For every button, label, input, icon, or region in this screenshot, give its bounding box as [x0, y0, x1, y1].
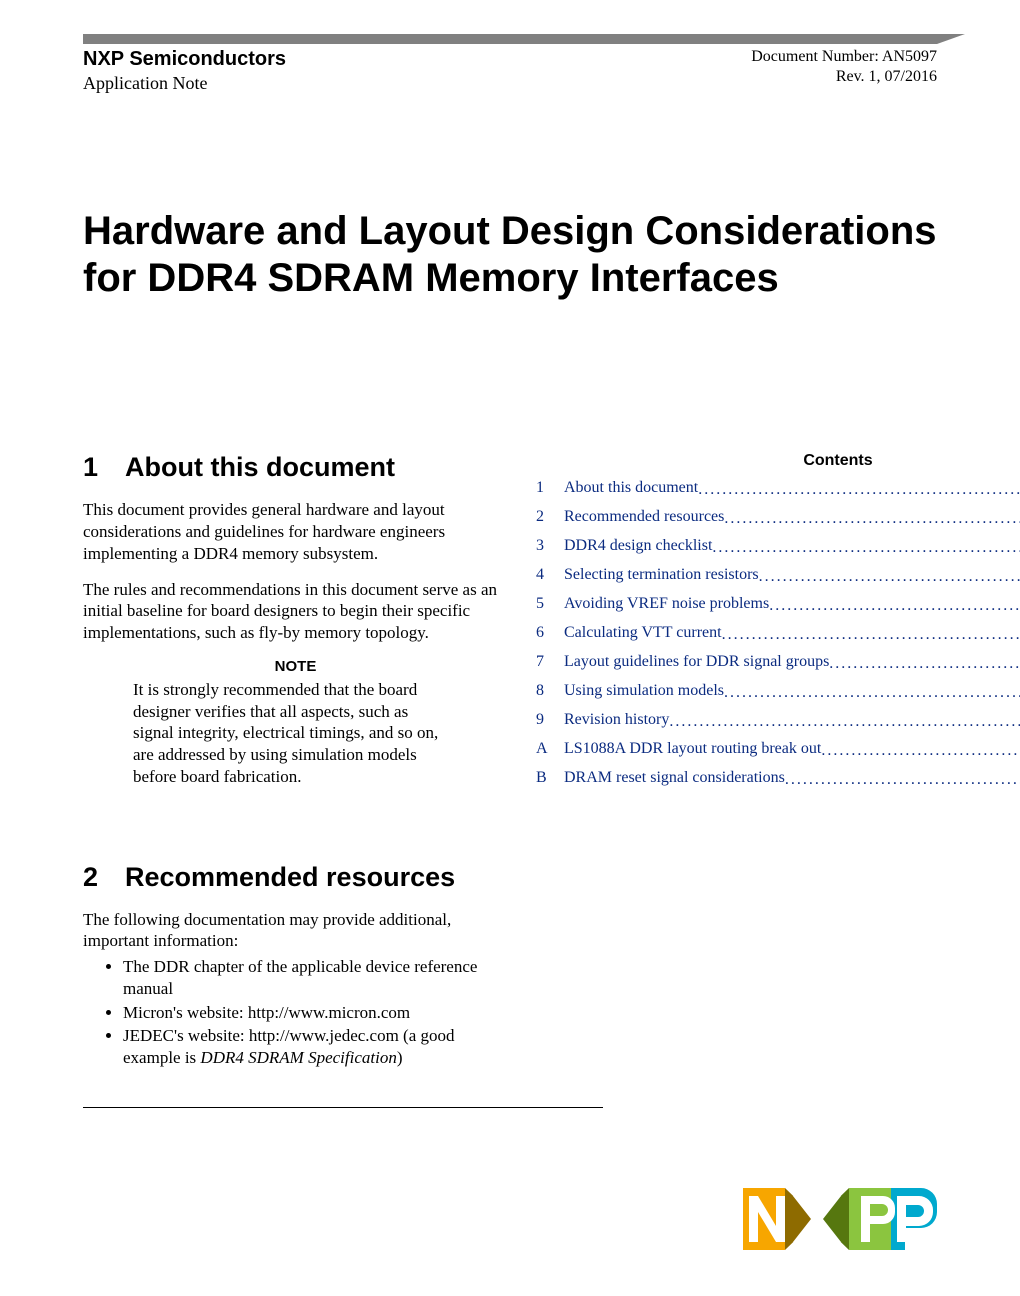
section-1-number: 1 — [83, 452, 125, 483]
section-2-bullet-list: The DDR chapter of the applicable device… — [123, 956, 508, 1069]
toc-dot-leader: ........................................… — [829, 656, 1020, 672]
section-2-title: Recommended resources — [125, 862, 455, 893]
toc-dot-leader: ........................................… — [769, 598, 1020, 614]
toc-entry[interactable]: 6Calculating VTT current................… — [536, 623, 1020, 643]
toc-entry-body: Layout guidelines for DDR signal groups.… — [564, 652, 1020, 672]
toc-entry[interactable]: 2Recommended resources..................… — [536, 507, 1020, 527]
toc-entry-label: LS1088A DDR layout routing break out — [564, 739, 821, 759]
toc-entry-body: DDR4 design checklist...................… — [564, 536, 1020, 556]
toc-entry[interactable]: 3DDR4 design checklist..................… — [536, 536, 1020, 556]
header-right: Document Number: AN5097 Rev. 1, 07/2016 — [751, 48, 937, 86]
header-row: NXP Semiconductors Application Note Docu… — [83, 48, 937, 94]
note-body: It is strongly recommended that the boar… — [133, 679, 453, 788]
toc-dot-leader: ........................................… — [724, 685, 1020, 701]
toc-entry-label: Revision history — [564, 710, 669, 730]
toc-dot-leader: ........................................… — [722, 627, 1020, 643]
toc-entry-body: Avoiding VREF noise problems............… — [564, 594, 1020, 614]
document-number: Document Number: AN5097 — [751, 48, 937, 66]
toc-entry-number: 2 — [536, 507, 564, 527]
toc-entry-number: 8 — [536, 681, 564, 701]
toc-entry[interactable]: 4Selecting termination resistors........… — [536, 565, 1020, 585]
right-column: Contents 1About this document...........… — [536, 452, 1020, 1108]
toc-entry-label: About this document — [564, 478, 698, 498]
toc-dot-leader: ........................................… — [724, 511, 1020, 527]
toc-entry[interactable]: BDRAM reset signal considerations.......… — [536, 768, 1020, 788]
footer-rule — [83, 1107, 603, 1108]
document-type: Application Note — [83, 73, 286, 94]
toc-entry[interactable]: 5Avoiding VREF noise problems...........… — [536, 594, 1020, 614]
toc-dot-leader: ........................................… — [785, 772, 1020, 788]
toc-entry-label: Recommended resources — [564, 507, 724, 527]
list-item-tail: ) — [397, 1048, 403, 1067]
list-item: JEDEC's website: http://www.jedec.com (a… — [123, 1025, 508, 1069]
toc-entry-body: LS1088A DDR layout routing break out....… — [564, 739, 1020, 759]
logo-letter-p-right — [897, 1196, 933, 1242]
toc-entry-label: Using simulation models — [564, 681, 724, 701]
body-columns: 1 About this document This document prov… — [83, 452, 937, 1108]
toc-dot-leader: ........................................… — [669, 714, 1020, 730]
toc-entry-number: 5 — [536, 594, 564, 614]
note-label: NOTE — [83, 658, 508, 675]
section-2: 2 Recommended resources The following do… — [83, 862, 508, 1069]
toc-entry-label: Layout guidelines for DDR signal groups — [564, 652, 829, 672]
list-item: Micron's website: http://www.micron.com — [123, 1002, 508, 1024]
list-item-italic: DDR4 SDRAM Specification — [200, 1048, 396, 1067]
toc-dot-leader: ........................................… — [759, 569, 1020, 585]
table-of-contents: 1About this document....................… — [536, 478, 1020, 788]
document-revision: Rev. 1, 07/2016 — [751, 68, 937, 86]
toc-dot-leader: ........................................… — [821, 743, 1020, 759]
left-column: 1 About this document This document prov… — [83, 452, 508, 1108]
toc-entry-body: About this document.....................… — [564, 478, 1020, 498]
section-1-para-2: The rules and recommendations in this do… — [83, 579, 508, 644]
section-2-number: 2 — [83, 862, 125, 893]
toc-entry[interactable]: 7Layout guidelines for DDR signal groups… — [536, 652, 1020, 672]
toc-entry-number: 1 — [536, 478, 564, 498]
toc-entry-label: Selecting termination resistors — [564, 565, 759, 585]
header-left: NXP Semiconductors Application Note — [83, 48, 286, 94]
toc-entry-body: Using simulation models.................… — [564, 681, 1020, 701]
toc-entry-label: DRAM reset signal considerations — [564, 768, 785, 788]
toc-entry-body: Selecting termination resistors.........… — [564, 565, 1020, 585]
toc-entry-label: Calculating VTT current — [564, 623, 722, 643]
company-name: NXP Semiconductors — [83, 48, 286, 71]
document-page: NXP Semiconductors Application Note Docu… — [0, 0, 1020, 1296]
toc-dot-leader: ........................................… — [698, 482, 1020, 498]
toc-entry-label: Avoiding VREF noise problems — [564, 594, 769, 614]
toc-entry[interactable]: 1About this document....................… — [536, 478, 1020, 498]
section-1-title: About this document — [125, 452, 395, 483]
toc-entry-number: B — [536, 768, 564, 788]
toc-entry[interactable]: ALS1088A DDR layout routing break out...… — [536, 739, 1020, 759]
toc-entry-number: 9 — [536, 710, 564, 730]
document-title: Hardware and Layout Design Consideration… — [83, 208, 937, 302]
toc-entry-body: Calculating VTT current.................… — [564, 623, 1020, 643]
toc-entry-body: DRAM reset signal considerations........… — [564, 768, 1020, 788]
toc-entry-label: DDR4 design checklist — [564, 536, 712, 556]
section-2-heading: 2 Recommended resources — [83, 862, 508, 893]
section-1-para-1: This document provides general hardware … — [83, 499, 508, 564]
toc-dot-leader: ........................................… — [712, 540, 1020, 556]
toc-entry-body: Recommended resources...................… — [564, 507, 1020, 527]
nxp-logo — [743, 1188, 937, 1250]
toc-entry[interactable]: 8Using simulation models................… — [536, 681, 1020, 701]
toc-entry-number: 3 — [536, 536, 564, 556]
header-bar — [83, 34, 937, 44]
toc-entry-body: Revision history........................… — [564, 710, 1020, 730]
toc-entry-number: 7 — [536, 652, 564, 672]
list-item: The DDR chapter of the applicable device… — [123, 956, 508, 1000]
toc-entry-number: 4 — [536, 565, 564, 585]
toc-entry-number: 6 — [536, 623, 564, 643]
toc-entry-number: A — [536, 739, 564, 759]
section-2-para-1: The following documentation may provide … — [83, 909, 508, 953]
toc-entry[interactable]: 9Revision history.......................… — [536, 710, 1020, 730]
section-1-heading: 1 About this document — [83, 452, 508, 483]
contents-heading: Contents — [536, 452, 1020, 470]
